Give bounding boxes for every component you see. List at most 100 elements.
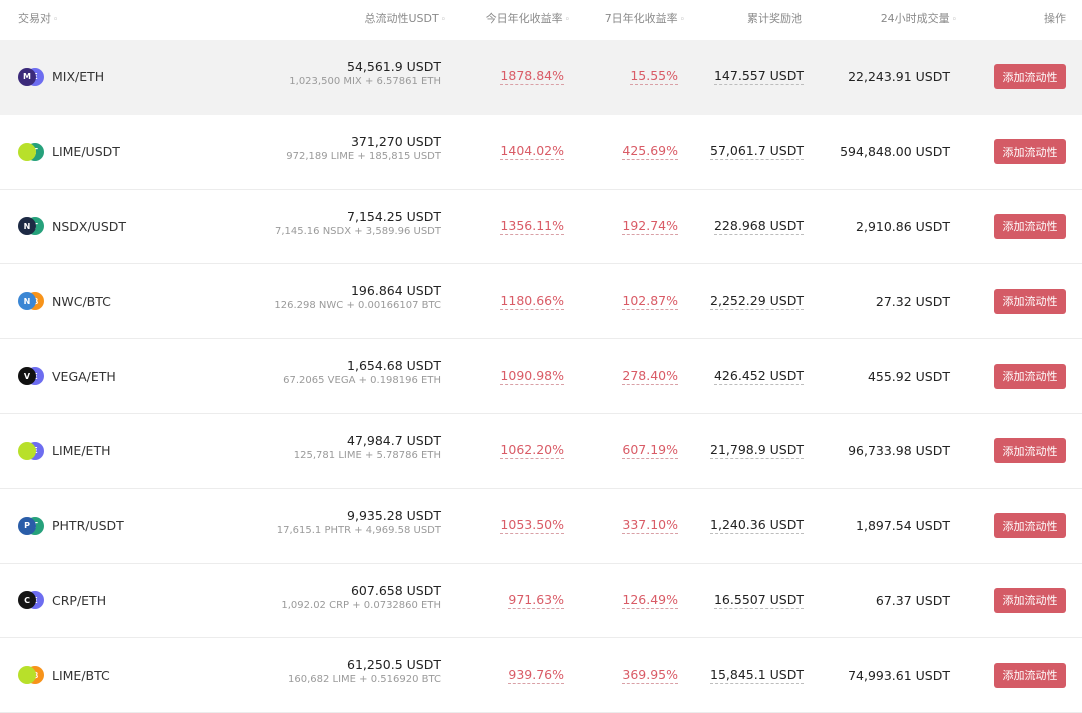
volume-cell: 594,848.00 USDT [840, 115, 950, 189]
apy-today-value[interactable]: 1356.11% [500, 217, 564, 235]
sort-icon[interactable]: ◦ [53, 15, 59, 25]
add-liquidity-button[interactable]: 添加流动性 [994, 587, 1066, 613]
column-header-liquidity[interactable]: 总流动性USDT ◦ [364, 12, 446, 25]
apy-today-value[interactable]: 1090.98% [500, 367, 564, 385]
table-row[interactable]: V E VEGA/ETH 1,654.68 USDT 67.2065 VEGA … [0, 339, 1082, 414]
token-pair-icons: P T [18, 516, 46, 535]
sort-icon[interactable]: ◦ [564, 15, 570, 25]
apy-today-value[interactable]: 939.76% [508, 666, 564, 684]
table-row[interactable]: ₿ LIME/BTC 61,250.5 USDT 160,682 LIME + … [0, 638, 1082, 713]
liquidity-composition: 1,023,500 MIX + 6.57861 ETH [289, 76, 441, 87]
add-liquidity-button[interactable]: 添加流动性 [994, 64, 1066, 90]
apy-today-value[interactable]: 1180.66% [500, 292, 564, 310]
volume-cell: 27.32 USDT [876, 264, 950, 338]
apy-7d-value[interactable]: 126.49% [622, 591, 678, 609]
reward-pool-value[interactable]: 426.452 USDT [713, 367, 804, 385]
column-header-apy-today[interactable]: 今日年化收益率 ◦ [485, 12, 570, 25]
apy-7d-value[interactable]: 337.10% [622, 517, 678, 535]
apy-7d-value[interactable]: 192.74% [622, 217, 678, 235]
apy-today-value[interactable]: 971.63% [508, 591, 564, 609]
volume-value: 2,910.86 USDT [856, 218, 950, 234]
reward-pool-value[interactable]: 15,845.1 USDT [710, 666, 804, 684]
pair-name: CRP/ETH [52, 592, 107, 608]
table-row[interactable]: P T PHTR/USDT 9,935.28 USDT 17,615.1 PHT… [0, 489, 1082, 564]
reward-pool-cell: 1,240.36 USDT [710, 489, 804, 563]
pair-name: LIME/USDT [52, 144, 120, 160]
action-cell: 添加流动性 [994, 489, 1066, 563]
token-pair-icons: T [18, 142, 46, 161]
apy-today-value[interactable]: 1053.50% [500, 517, 564, 535]
apy-7d-value[interactable]: 369.95% [622, 666, 678, 684]
table-row[interactable]: N T NSDX/USDT 7,154.25 USDT 7,145.16 NSD… [0, 190, 1082, 265]
column-header-apy-7d[interactable]: 7日年化收益率 ◦ [604, 12, 685, 25]
volume-cell: 74,993.61 USDT [848, 638, 950, 712]
token-pair-icons: C E [18, 591, 46, 610]
volume-value: 1,897.54 USDT [856, 518, 950, 534]
volume-value: 594,848.00 USDT [840, 144, 950, 160]
reward-pool-cell: 57,061.7 USDT [710, 115, 804, 189]
reward-pool-value[interactable]: 147.557 USDT [713, 68, 804, 86]
apy-today-cell: 1180.66% [500, 264, 564, 338]
total-liquidity: 47,984.7 USDT [347, 432, 441, 448]
reward-pool-cell: 147.557 USDT [713, 40, 804, 114]
apy-7d-value[interactable]: 278.40% [622, 367, 678, 385]
add-liquidity-button[interactable]: 添加流动性 [994, 213, 1066, 239]
sort-icon[interactable]: ◦ [679, 15, 685, 25]
apy-today-value[interactable]: 1878.84% [500, 68, 564, 86]
pair-cell: M E MIX/ETH [18, 40, 104, 114]
table-header: 交易对 ◦ 总流动性USDT ◦ 今日年化收益率 ◦ 7日年化收益率 ◦ 累计奖励池 2… [0, 0, 1082, 40]
column-header-volume[interactable]: 24小时成交量 ◦ [880, 12, 957, 25]
apy-today-cell: 939.76% [508, 638, 564, 712]
add-liquidity-button[interactable]: 添加流动性 [994, 363, 1066, 389]
add-liquidity-button[interactable]: 添加流动性 [994, 438, 1066, 464]
liquidity-cell: 196.864 USDT 126.298 NWC + 0.00166107 BT… [274, 283, 441, 311]
apy-7d-value[interactable]: 102.87% [622, 292, 678, 310]
apy-7d-cell: 15.55% [630, 40, 678, 114]
volume-cell: 96,733.98 USDT [848, 414, 950, 488]
apy-today-value[interactable]: 1404.02% [500, 143, 564, 161]
apy-7d-cell: 192.74% [622, 190, 678, 264]
apy-7d-value[interactable]: 15.55% [630, 68, 678, 86]
reward-pool-value[interactable]: 21,798.9 USDT [710, 442, 804, 460]
reward-pool-value[interactable]: 1,240.36 USDT [710, 517, 804, 535]
reward-pool-value[interactable]: 228.968 USDT [713, 217, 804, 235]
token-a-icon: N [18, 217, 36, 236]
apy-7d-value[interactable]: 425.69% [622, 143, 678, 161]
reward-pool-value[interactable]: 57,061.7 USDT [710, 143, 804, 161]
volume-value: 22,243.91 USDT [848, 69, 950, 85]
pair-cell: E LIME/ETH [18, 414, 110, 488]
total-liquidity: 7,154.25 USDT [347, 208, 441, 224]
table-row[interactable]: T LIME/USDT 371,270 USDT 972,189 LIME + … [0, 115, 1082, 190]
action-cell: 添加流动性 [994, 190, 1066, 264]
token-a-icon [18, 666, 36, 685]
table-row[interactable]: M E MIX/ETH 54,561.9 USDT 1,023,500 MIX … [0, 40, 1082, 115]
sort-icon[interactable]: ◦ [440, 15, 446, 25]
apy-7d-value[interactable]: 607.19% [622, 442, 678, 460]
token-a-icon: P [18, 516, 36, 535]
action-cell: 添加流动性 [994, 564, 1066, 638]
pair-name: NSDX/USDT [52, 218, 127, 234]
liquidity-composition: 125,781 LIME + 5.78786 ETH [293, 449, 441, 461]
reward-pool-value[interactable]: 16.5507 USDT [713, 591, 804, 609]
add-liquidity-button[interactable]: 添加流动性 [994, 662, 1066, 688]
pair-cell: C E CRP/ETH [18, 564, 106, 638]
add-liquidity-button[interactable]: 添加流动性 [994, 513, 1066, 539]
pair-cell: P T PHTR/USDT [18, 489, 124, 563]
liquidity-composition: 972,189 LIME + 185,815 USDT [286, 150, 441, 162]
sort-icon[interactable]: ◦ [951, 15, 957, 25]
liquidity-cell: 371,270 USDT 972,189 LIME + 185,815 USDT [286, 134, 441, 162]
add-liquidity-button[interactable]: 添加流动性 [994, 139, 1066, 165]
apy-7d-cell: 425.69% [622, 115, 678, 189]
apy-7d-cell: 337.10% [622, 489, 678, 563]
apy-today-value[interactable]: 1062.20% [500, 442, 564, 460]
table-row[interactable]: C E CRP/ETH 607.658 USDT 1,092.02 CRP + … [0, 564, 1082, 639]
table-row[interactable]: E LIME/ETH 47,984.7 USDT 125,781 LIME + … [0, 414, 1082, 489]
table-row[interactable]: N ₿ NWC/BTC 196.864 USDT 126.298 NWC + 0… [0, 264, 1082, 340]
pair-name: VEGA/ETH [52, 368, 116, 384]
volume-value: 74,993.61 USDT [848, 667, 950, 683]
add-liquidity-button[interactable]: 添加流动性 [994, 288, 1066, 314]
reward-pool-value[interactable]: 2,252.29 USDT [710, 292, 804, 310]
column-header-pair[interactable]: 交易对 ◦ [18, 12, 59, 25]
token-a-icon [18, 142, 36, 161]
